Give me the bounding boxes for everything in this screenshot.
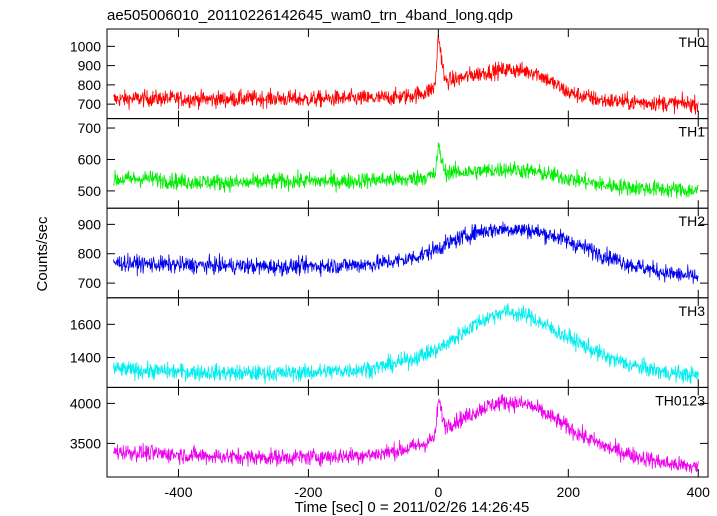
x-tick-label: -400 [164, 484, 192, 500]
y-tick-label: 900 [78, 58, 102, 74]
panel-frame [106, 386, 709, 478]
series-th1-line [113, 142, 699, 199]
y-tick-label: 700 [78, 275, 102, 291]
y-tick-label: 500 [78, 183, 102, 199]
panel-label-th0: TH0 [679, 34, 706, 50]
panel-label-th0123: TH0123 [655, 392, 705, 408]
y-tick-label: 700 [78, 120, 102, 136]
series-th2-line [113, 221, 699, 284]
panel-th1: 500 600 700 TH1 [78, 118, 709, 209]
series-th0123-line [113, 393, 699, 474]
panel-th2: 700 800 900 TH2 [78, 207, 709, 299]
chart-title: ae505006010_20110226142645_wam0_trn_4ban… [107, 7, 513, 24]
series-th3-line [113, 302, 699, 385]
y-tick-label: 800 [78, 246, 102, 262]
y-tick-label: 700 [78, 96, 102, 112]
series-th0-line [113, 35, 699, 115]
y-tick-label: 1600 [70, 316, 101, 332]
panel-frame [106, 207, 709, 299]
panel-th3: 1400 1600 TH3 [70, 297, 709, 388]
y-tick-label: 3500 [70, 435, 101, 451]
panel-label-th2: TH2 [679, 213, 706, 229]
x-tick-label: 400 [687, 484, 711, 500]
y-axis-label: Counts/sec [34, 216, 51, 292]
y-tick-label: 900 [78, 216, 102, 232]
y-tick-label: 1000 [70, 38, 101, 54]
x-tick-label: 0 [434, 484, 442, 500]
panel-th0123: 3500 4000 TH0123 [70, 386, 709, 478]
y-tick-label: 1400 [70, 350, 101, 366]
x-tick-label: 200 [557, 484, 581, 500]
y-tick-label: 600 [78, 151, 102, 167]
panel-label-th1: TH1 [679, 124, 706, 140]
x-axis: -400 -200 0 200 400 [164, 484, 710, 500]
x-tick-label: -200 [294, 484, 322, 500]
panel-label-th3: TH3 [679, 303, 706, 319]
x-axis-label: Time [sec] 0 = 2011/02/26 14:26:45 [295, 499, 530, 516]
panel-frame [106, 118, 709, 209]
panel-th0: 700 800 900 1000 TH0 [70, 28, 709, 120]
y-tick-label: 4000 [70, 395, 101, 411]
y-tick-label: 800 [78, 77, 102, 93]
panels-group: 700 800 900 1000 TH0 500 600 700 TH1 700 800 900 TH2… [70, 28, 709, 478]
